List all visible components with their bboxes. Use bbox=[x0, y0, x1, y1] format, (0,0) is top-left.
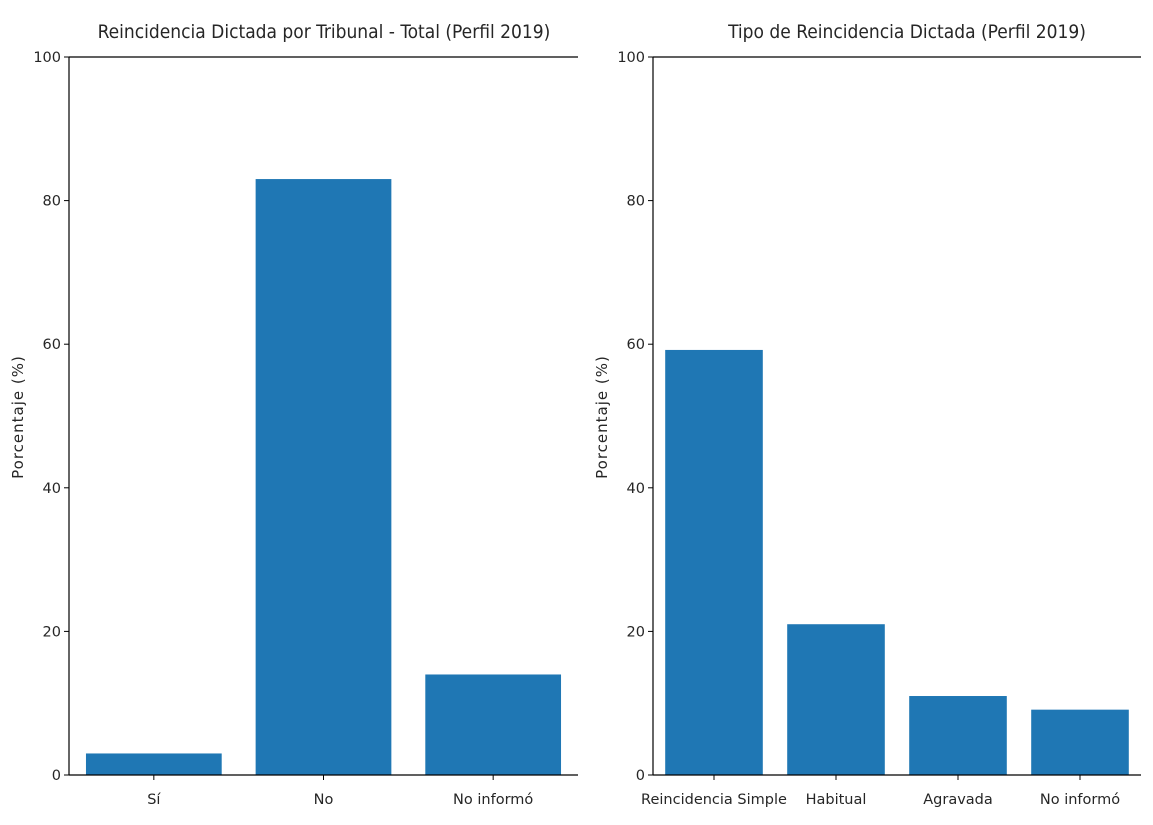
left-chart-x-tick-label-0: Sí bbox=[147, 792, 161, 808]
right-chart-x-tick-label-3: No informó bbox=[1040, 792, 1120, 808]
right-chart-y-tick-label-5: 100 bbox=[617, 50, 645, 66]
left-chart-title: Reincidencia Dictada por Tribunal - Tota… bbox=[98, 21, 551, 43]
left-chart-x-tick-label-1: No bbox=[314, 792, 334, 808]
left-chart-y-tick-label-4: 80 bbox=[43, 194, 61, 210]
right-chart-bar-3 bbox=[1031, 709, 1129, 775]
right-chart-y-tick-label-2: 40 bbox=[627, 481, 645, 497]
right-chart-bar-0 bbox=[665, 349, 763, 775]
right-chart-y-tick-label-3: 60 bbox=[627, 337, 645, 353]
left-chart-y-tick-label-2: 40 bbox=[43, 481, 61, 497]
left-chart-x-tick-label-2: No informó bbox=[453, 792, 533, 808]
right-chart-y-tick-label-0: 0 bbox=[636, 768, 645, 784]
right-chart-bar-1 bbox=[787, 624, 885, 775]
left-chart-bar-1 bbox=[255, 179, 392, 775]
left-chart-bar-2 bbox=[425, 674, 562, 775]
right-chart-y-axis-label: Porcentaje (%) bbox=[593, 355, 611, 479]
left-chart-y-tick-label-0: 0 bbox=[52, 768, 61, 784]
right-chart-bar-2 bbox=[909, 696, 1007, 775]
right-chart-x-tick-label-0: Reincidencia Simple bbox=[641, 792, 787, 808]
right-chart-y-tick-label-1: 20 bbox=[627, 624, 645, 640]
left-chart-y-tick-label-3: 60 bbox=[43, 337, 61, 353]
right-chart-y-tick-label-4: 80 bbox=[627, 194, 645, 210]
left-chart-y-axis-label: Porcentaje (%) bbox=[9, 355, 27, 479]
right-chart: Tipo de Reincidencia Dictada (Perfil 201… bbox=[593, 21, 1141, 808]
left-chart-y-tick-label-5: 100 bbox=[33, 50, 61, 66]
right-chart-x-tick-label-1: Habitual bbox=[806, 792, 867, 808]
right-chart-title: Tipo de Reincidencia Dictada (Perfil 201… bbox=[727, 21, 1086, 43]
left-chart-y-tick-label-1: 20 bbox=[43, 624, 61, 640]
left-chart: Reincidencia Dictada por Tribunal - Tota… bbox=[9, 21, 578, 808]
right-chart-x-tick-label-2: Agravada bbox=[923, 792, 993, 808]
left-chart-bar-0 bbox=[85, 753, 222, 775]
